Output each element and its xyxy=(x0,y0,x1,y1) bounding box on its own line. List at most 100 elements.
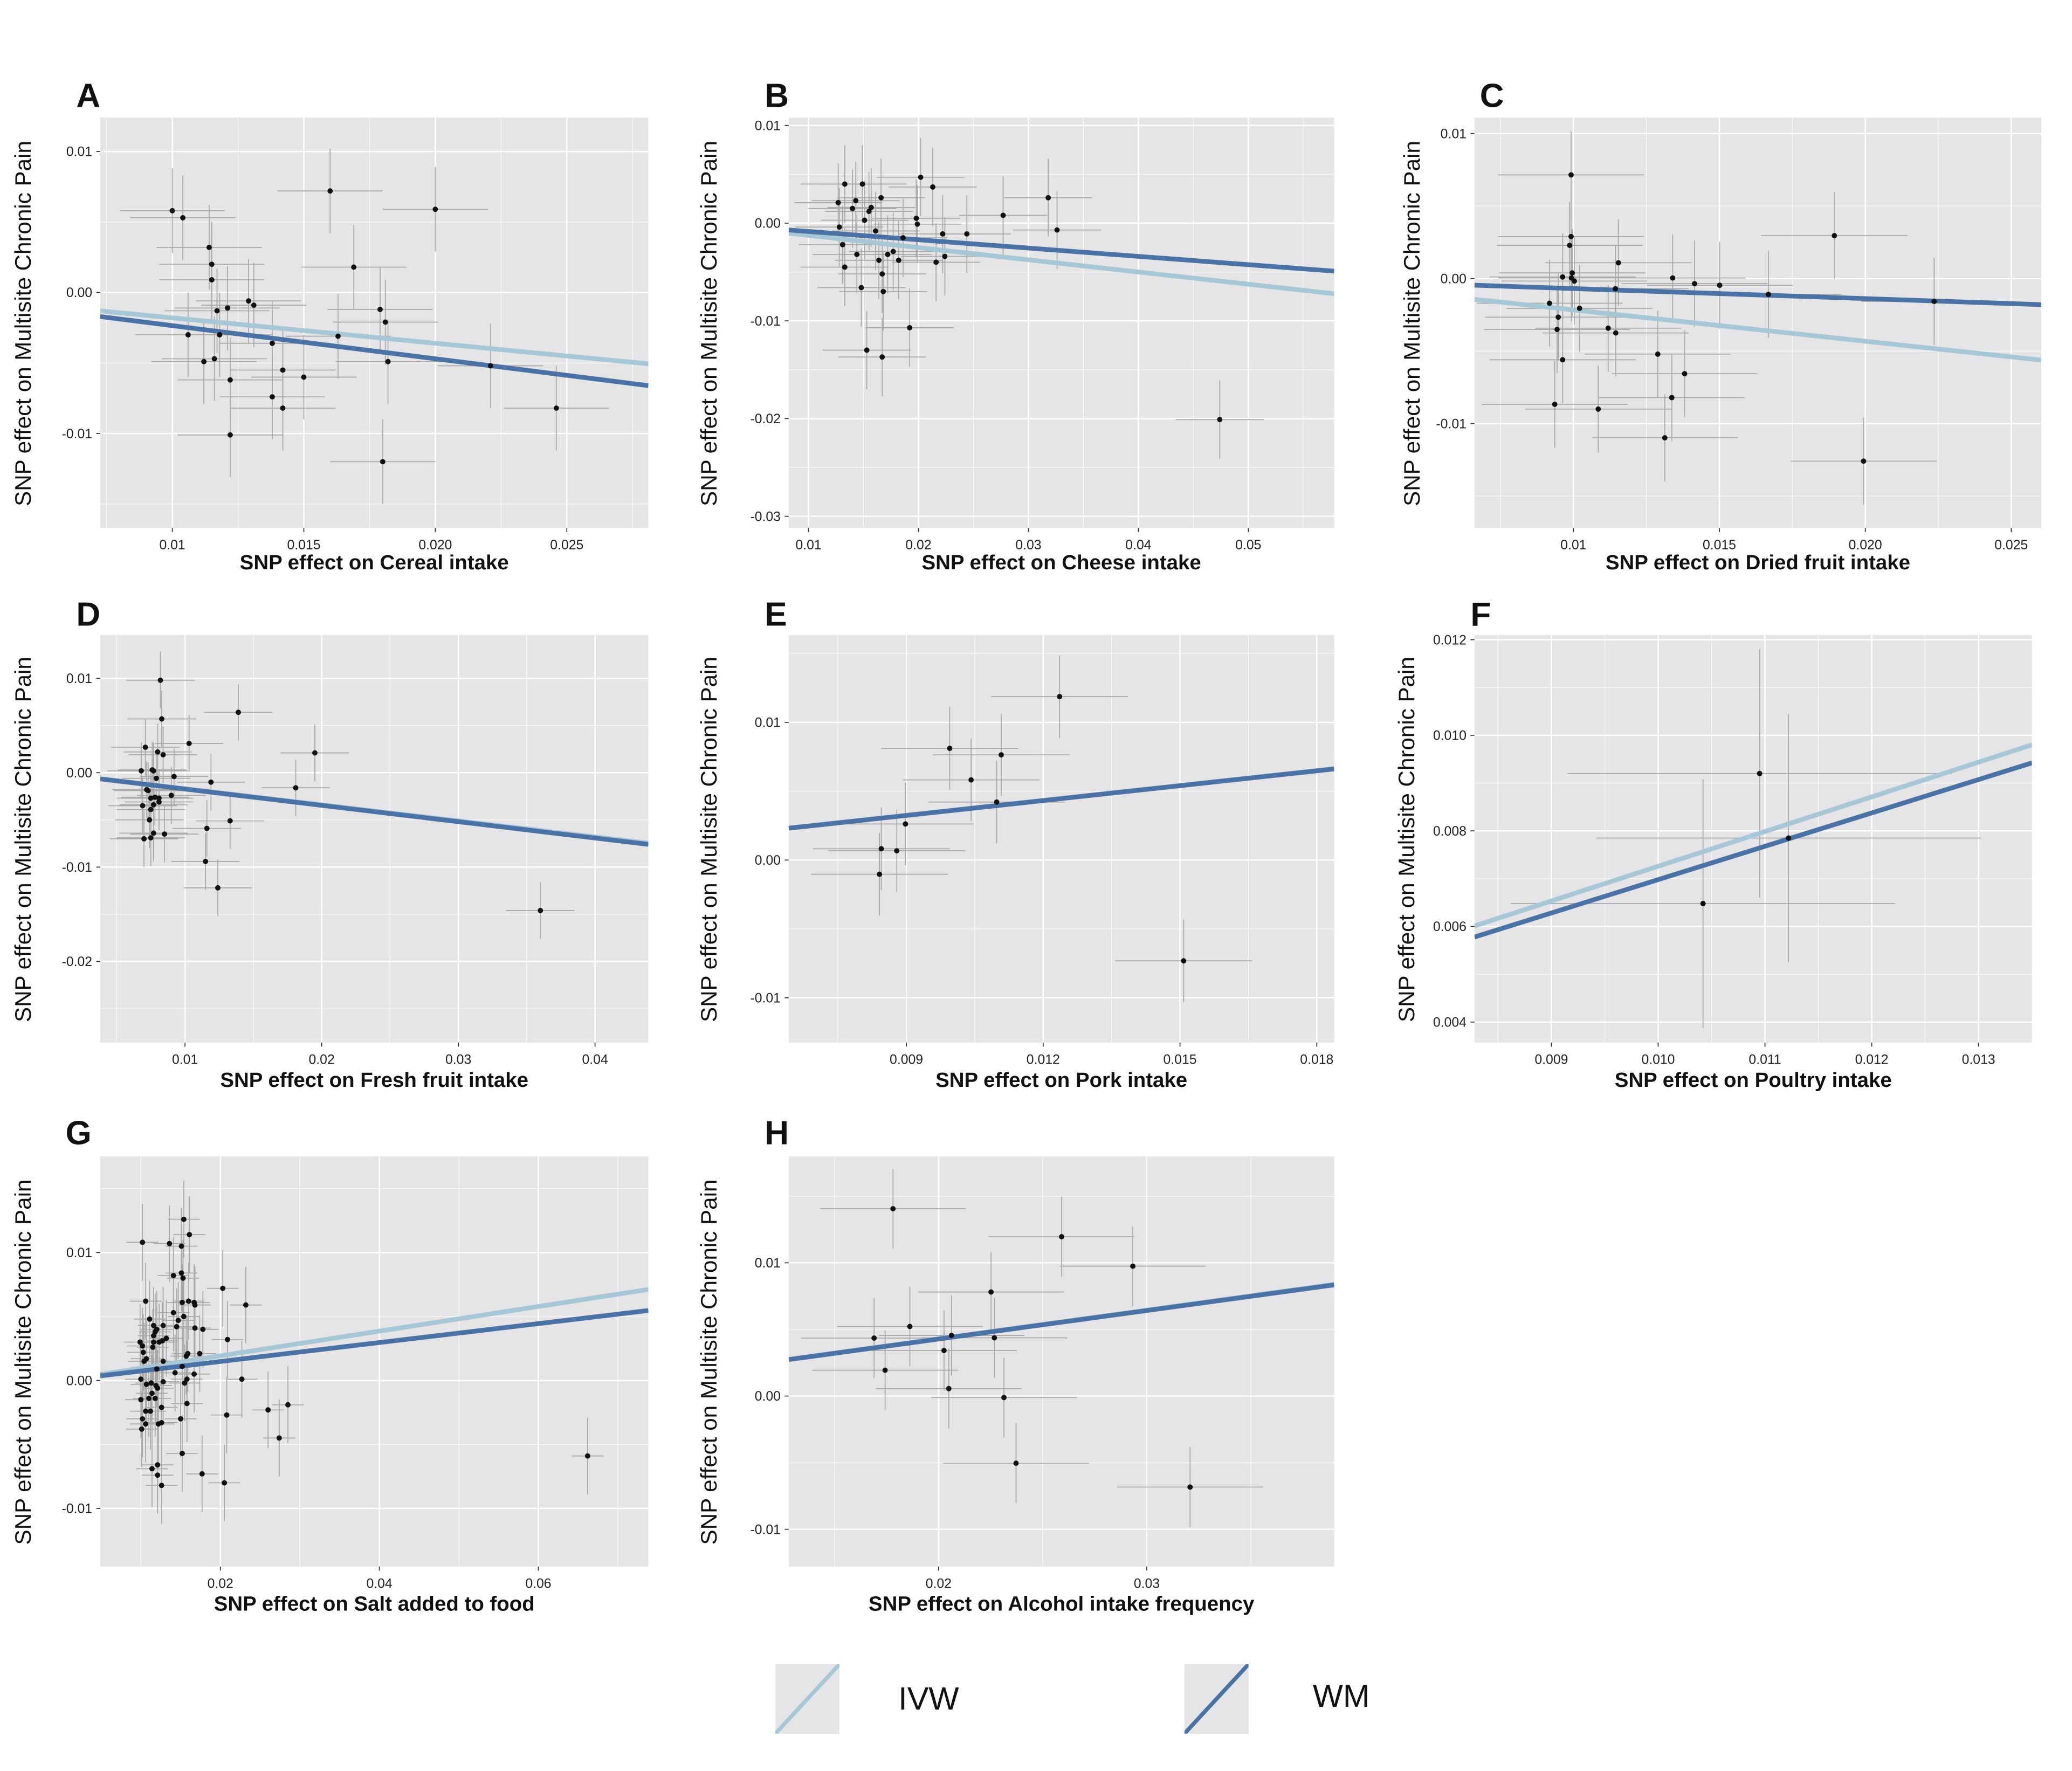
x-axis-label: SNP effect on Cheese intake xyxy=(921,552,1201,575)
snp-point xyxy=(907,325,913,330)
snp-point xyxy=(178,1270,184,1276)
y-tick-label: 0.00 xyxy=(755,1389,781,1404)
y-tick-label: 0.010 xyxy=(1433,729,1467,743)
snp-point xyxy=(487,363,493,369)
x-tick-label: 0.015 xyxy=(1164,1053,1197,1067)
snp-point xyxy=(871,1335,877,1341)
snp-point xyxy=(155,1385,161,1391)
snp-point xyxy=(227,377,233,383)
snp-point xyxy=(432,206,438,212)
snp-point xyxy=(280,367,286,373)
snp-point xyxy=(147,817,153,823)
snp-point xyxy=(1786,835,1792,841)
snp-point xyxy=(215,885,221,891)
snp-point xyxy=(148,835,154,841)
snp-point xyxy=(854,251,860,257)
snp-point xyxy=(839,242,845,247)
y-tick-label: 0.00 xyxy=(66,1374,92,1388)
snp-point xyxy=(1613,286,1619,292)
snp-point xyxy=(1832,233,1837,239)
x-tick-label: 0.03 xyxy=(445,1053,471,1067)
y-tick-label: 0.012 xyxy=(1433,633,1467,647)
snp-point xyxy=(1931,299,1937,304)
snp-point xyxy=(217,332,223,337)
snp-point xyxy=(864,347,870,353)
snp-point xyxy=(968,777,974,783)
snp-point xyxy=(873,228,878,234)
y-tick-label: -0.02 xyxy=(62,955,92,969)
snp-point xyxy=(150,1333,156,1339)
legend-swatch-wm xyxy=(1184,1664,1249,1734)
snp-point xyxy=(994,799,1000,805)
y-tick-label: -0.01 xyxy=(62,1502,92,1517)
snp-point xyxy=(138,1397,144,1403)
wm-regression-line xyxy=(100,1308,649,1379)
snp-point xyxy=(225,1336,230,1342)
snp-point xyxy=(862,217,868,223)
x-tick-label: 0.02 xyxy=(208,1577,233,1591)
snp-point xyxy=(156,795,162,801)
snp-point xyxy=(882,1367,888,1373)
y-tick-label: 0.00 xyxy=(66,286,92,300)
snp-point xyxy=(154,1366,160,1372)
x-tick-label: 0.04 xyxy=(366,1577,392,1591)
snp-point xyxy=(859,181,865,187)
snp-point xyxy=(280,405,286,411)
snp-point xyxy=(880,288,886,294)
snp-point xyxy=(1570,270,1575,276)
snp-point xyxy=(204,825,210,831)
ivw-regression-line xyxy=(788,231,1334,297)
x-axis-label: SNP effect on Alcohol intake frequency xyxy=(868,1593,1255,1616)
wm-regression-line xyxy=(100,314,649,388)
x-tick-label: 0.025 xyxy=(1994,538,2028,553)
x-tick-label: 0.012 xyxy=(1027,1053,1060,1067)
snp-point xyxy=(538,907,543,913)
snp-point xyxy=(160,1322,166,1328)
snp-point xyxy=(167,1241,173,1246)
snp-point xyxy=(1615,260,1621,266)
snp-point xyxy=(143,1298,149,1304)
snp-point xyxy=(150,830,156,836)
snp-point xyxy=(139,768,144,774)
snp-point xyxy=(137,1339,143,1345)
snp-point xyxy=(143,1356,149,1362)
snp-point xyxy=(148,807,154,812)
ivw-regression-line xyxy=(1474,742,2032,928)
snp-point xyxy=(301,374,307,380)
snp-point xyxy=(180,215,186,220)
y-tick-label: 0.00 xyxy=(66,766,92,781)
x-tick-label: 0.015 xyxy=(1703,538,1736,553)
snp-point xyxy=(150,1322,156,1328)
snp-point xyxy=(900,235,906,241)
snp-point xyxy=(208,779,214,785)
snp-point xyxy=(1054,227,1060,233)
snp-point xyxy=(138,1376,144,1382)
snp-point xyxy=(180,1275,186,1281)
snp-point xyxy=(182,1380,188,1386)
snp-point xyxy=(385,359,391,364)
snp-point xyxy=(835,199,841,205)
x-tick-label: 0.03 xyxy=(1015,538,1041,553)
snp-point xyxy=(351,264,357,270)
panel-letter: E xyxy=(765,596,787,634)
snp-point xyxy=(876,257,882,263)
snp-point xyxy=(185,332,191,337)
snp-point xyxy=(246,298,252,304)
snp-point xyxy=(1013,1460,1019,1466)
panel-letter: D xyxy=(76,596,101,634)
snp-point xyxy=(178,1243,184,1249)
snp-point xyxy=(236,709,241,715)
gridlines xyxy=(1474,635,2032,1043)
x-tick-label: 0.03 xyxy=(1134,1577,1160,1591)
panel-letter: F xyxy=(1470,596,1491,634)
snp-point xyxy=(1682,371,1688,377)
snp-point xyxy=(150,802,156,808)
x-tick-label: 0.01 xyxy=(1560,538,1586,553)
snp-point xyxy=(150,1339,156,1345)
snp-point xyxy=(335,333,341,339)
snp-point xyxy=(148,1380,154,1386)
panel-letter: G xyxy=(65,1114,92,1153)
snp-point xyxy=(1861,458,1867,464)
